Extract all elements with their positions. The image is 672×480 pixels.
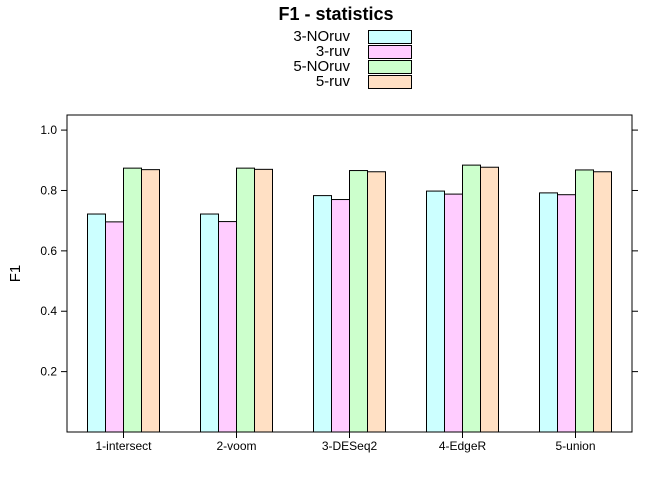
- y-tick-label: 0.6: [40, 244, 57, 258]
- x-tick-label: 5-union: [555, 439, 595, 453]
- legend-label: 3-NOruv: [293, 28, 350, 45]
- legend-label: 5-ruv: [315, 73, 350, 90]
- x-tick-label: 1-intersect: [95, 439, 152, 453]
- bar-5-ruv-1-intersect: [141, 169, 160, 433]
- legend-label: 3-ruv: [315, 43, 350, 60]
- legend-label: 5-NOruv: [293, 58, 350, 75]
- legend-swatch: [368, 75, 412, 89]
- y-axis-label: F1: [7, 265, 24, 283]
- legend-swatch: [368, 45, 412, 59]
- bar-3-ruv-3-DESeq2: [331, 199, 350, 433]
- bar-3-NOruv-5-union: [539, 192, 558, 433]
- bar-3-NOruv-1-intersect: [87, 213, 106, 433]
- bar-5-NOruv-3-DESeq2: [349, 170, 368, 433]
- bar-3-ruv-1-intersect: [105, 221, 124, 433]
- legend-swatch: [368, 60, 412, 74]
- bar-3-NOruv-2-voom: [200, 213, 219, 433]
- x-tick-label: 2-voom: [216, 439, 256, 453]
- y-tick-label: 0.4: [40, 304, 57, 318]
- bar-5-NOruv-4-EdgeR: [462, 164, 481, 433]
- bar-5-NOruv-2-voom: [236, 167, 255, 433]
- bar-5-ruv-3-DESeq2: [367, 171, 386, 433]
- bar-3-NOruv-4-EdgeR: [426, 190, 445, 433]
- y-tick-label: 1.0: [40, 123, 57, 137]
- bar-3-ruv-4-EdgeR: [444, 193, 463, 433]
- bar-5-ruv-5-union: [593, 171, 612, 433]
- bar-5-ruv-4-EdgeR: [480, 166, 499, 433]
- legend-swatch: [368, 30, 412, 44]
- bar-5-NOruv-1-intersect: [123, 167, 142, 433]
- bar-3-ruv-5-union: [557, 194, 576, 433]
- bar-5-NOruv-5-union: [575, 169, 594, 433]
- x-tick-label: 4-EdgeR: [439, 439, 487, 453]
- bar-3-NOruv-3-DESeq2: [313, 195, 332, 433]
- bar-3-ruv-2-voom: [218, 221, 237, 433]
- y-tick-label: 0.8: [40, 183, 57, 197]
- bar-5-ruv-2-voom: [254, 168, 273, 433]
- y-tick-label: 0.2: [40, 365, 57, 379]
- x-tick-label: 3-DESeq2: [322, 439, 378, 453]
- chart-title: F1 - statistics: [278, 4, 394, 24]
